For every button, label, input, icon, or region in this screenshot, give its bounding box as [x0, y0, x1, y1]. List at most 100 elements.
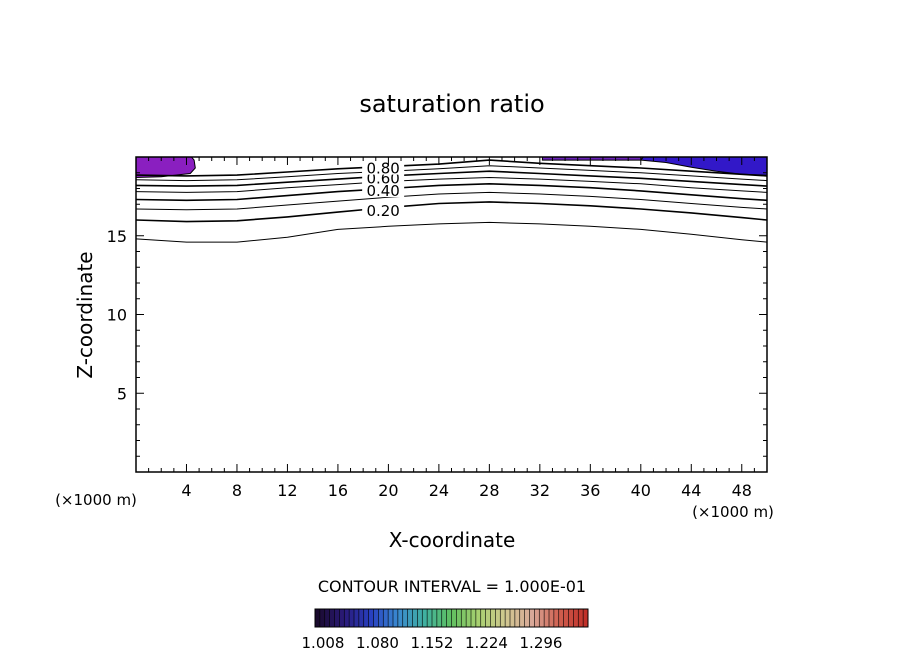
- colorbar-swatch: [383, 609, 389, 627]
- colorbar-swatch: [485, 609, 491, 627]
- axis-ticks: [136, 157, 767, 472]
- contour-label: 0.20: [366, 202, 399, 220]
- colorbar-swatch: [563, 609, 569, 627]
- colorbar-swatch: [368, 609, 374, 627]
- x-tick-label: 24: [429, 481, 449, 500]
- contour-line: [135, 176, 768, 193]
- colorbar-swatch: [568, 609, 574, 627]
- x-tick-label: 20: [378, 481, 398, 500]
- colorbar-swatch: [583, 609, 589, 627]
- colorbar-swatch: [378, 609, 384, 627]
- colorbar-swatch: [475, 609, 482, 627]
- colorbar-swatch: [466, 609, 472, 627]
- x-tick-label: 28: [479, 481, 499, 500]
- colorbar-swatch: [495, 609, 501, 627]
- colorbar-swatch: [510, 609, 516, 627]
- contour-label-bg: [362, 182, 405, 198]
- colorbar-swatch: [344, 609, 350, 627]
- x-unit-right: (×1000 m): [692, 503, 774, 521]
- colorbar-swatch: [334, 609, 340, 627]
- colorbar-swatch: [558, 609, 564, 627]
- colorbar-swatch: [490, 609, 496, 627]
- x-tick-label: 12: [277, 481, 297, 500]
- colorbar-swatch: [402, 609, 408, 627]
- contour-line: [135, 165, 768, 182]
- colorbar-swatch: [354, 609, 360, 627]
- colorbar-swatch: [363, 609, 369, 627]
- colorbar-label: 1.296: [520, 634, 563, 652]
- colorbar-label: 1.152: [411, 634, 454, 652]
- colorbar-label: 1.080: [356, 634, 399, 652]
- colorbar-swatch: [524, 609, 530, 627]
- colorbar-swatch: [534, 609, 540, 627]
- x-tick-label: 16: [328, 481, 348, 500]
- colorbar-swatch: [315, 609, 321, 627]
- colorbar: [314, 608, 589, 628]
- x-tick-label: 8: [232, 481, 242, 500]
- contour-label: 0.80: [366, 160, 399, 178]
- contour-line: [135, 182, 768, 202]
- contour-label-bg: [362, 159, 405, 175]
- colorbar-swatch: [319, 609, 326, 627]
- chart-title: saturation ratio: [359, 90, 544, 118]
- x-tick-label: 32: [530, 481, 550, 500]
- colorbar-swatch: [432, 609, 438, 627]
- colorbar-swatch: [461, 609, 467, 627]
- x-tick-labels: 4 8 12 16 20 24 28 32 36 40 44 48: [181, 481, 752, 500]
- colorbar-swatch: [451, 609, 457, 627]
- y-tick-labels: 5 10 15: [107, 227, 127, 404]
- x-tick-label: 36: [580, 481, 600, 500]
- x-tick-label: 40: [631, 481, 651, 500]
- contour-line: [135, 191, 768, 211]
- colorbar-swatch: [539, 609, 545, 627]
- colorbar-swatch: [505, 609, 511, 627]
- x-unit-left: (×1000 m): [55, 491, 137, 509]
- colorbar-swatch: [446, 609, 452, 627]
- plot-frame: [135, 156, 768, 473]
- colorbar-swatch: [422, 609, 428, 627]
- x-tick-label: 44: [681, 481, 701, 500]
- colorbar-swatch: [427, 609, 433, 627]
- colorbar-swatch: [514, 609, 521, 627]
- y-tick-label: 10: [107, 306, 127, 325]
- colorbar-swatch: [529, 609, 535, 627]
- colorbar-swatch: [441, 609, 447, 627]
- contour-label: 0.40: [366, 182, 399, 200]
- contour-line: [135, 221, 768, 243]
- colorbar-frame: [314, 608, 589, 628]
- contour-line: [135, 201, 768, 223]
- colorbar-swatch: [519, 609, 525, 627]
- colorbar-swatch: [393, 609, 399, 627]
- colorbar-swatch: [436, 609, 443, 627]
- colorbar-swatch: [578, 609, 584, 627]
- colorbar-swatch: [553, 609, 560, 627]
- contour-lines: [135, 159, 768, 243]
- colorbar-labels: 1.008 1.080 1.152 1.224 1.296: [302, 634, 563, 652]
- y-tick-label: 15: [107, 227, 127, 246]
- colorbar-swatch: [339, 609, 345, 627]
- colorbar-swatch: [358, 609, 365, 627]
- contour-line: [135, 159, 768, 177]
- x-tick-label: 48: [732, 481, 752, 500]
- colorbar-swatch: [373, 609, 379, 627]
- colorbar-swatch: [544, 609, 550, 627]
- contour-interval-note: CONTOUR INTERVAL = 1.000E-01: [318, 577, 586, 596]
- y-tick-label: 5: [117, 384, 127, 403]
- colorbar-label: 1.008: [302, 634, 345, 652]
- colorbar-swatch: [573, 609, 579, 627]
- colorbar-label: 1.224: [465, 634, 508, 652]
- colorbar-swatch: [417, 609, 423, 627]
- contour-label-bg: [362, 201, 405, 217]
- colorbar-swatch: [407, 609, 413, 627]
- colorbar-swatch: [388, 609, 394, 627]
- colorbar-swatch: [549, 609, 555, 627]
- colorbar-swatch: [480, 609, 486, 627]
- x-axis-label: X-coordinate: [389, 528, 516, 552]
- x-tick-label: 4: [181, 481, 191, 500]
- colorbar-swatch: [324, 609, 330, 627]
- colorbar-swatch: [500, 609, 506, 627]
- colorbar-swatch: [456, 609, 462, 627]
- contour-labels: 0.200.400.600.80: [362, 159, 405, 220]
- y-axis-label: Z-coordinate: [73, 251, 97, 378]
